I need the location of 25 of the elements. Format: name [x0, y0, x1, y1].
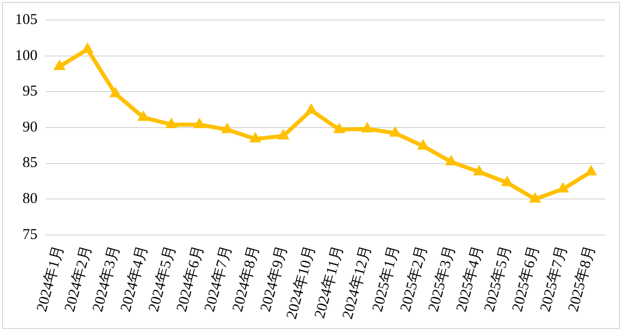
point [194, 118, 206, 128]
point [278, 130, 289, 140]
y-tick-label: 100 [15, 48, 38, 64]
point [82, 42, 94, 53]
point [222, 123, 234, 134]
y-tick-label: 75 [22, 226, 38, 243]
point [110, 87, 122, 98]
point [585, 165, 597, 176]
point [445, 155, 457, 166]
point [334, 123, 345, 134]
point [362, 122, 373, 132]
point [501, 176, 513, 186]
point [54, 60, 66, 70]
point [389, 126, 401, 137]
point [306, 104, 317, 114]
point [250, 132, 262, 142]
y-tick-label: 105 [15, 12, 38, 28]
point [529, 192, 541, 203]
point [138, 110, 150, 121]
y-tick-label: 80 [22, 191, 38, 208]
point [417, 140, 429, 150]
y-tick-label: 90 [22, 119, 38, 136]
point [166, 118, 178, 128]
y-tick-label: 85 [22, 155, 38, 172]
y-tick-label: 95 [22, 84, 38, 100]
